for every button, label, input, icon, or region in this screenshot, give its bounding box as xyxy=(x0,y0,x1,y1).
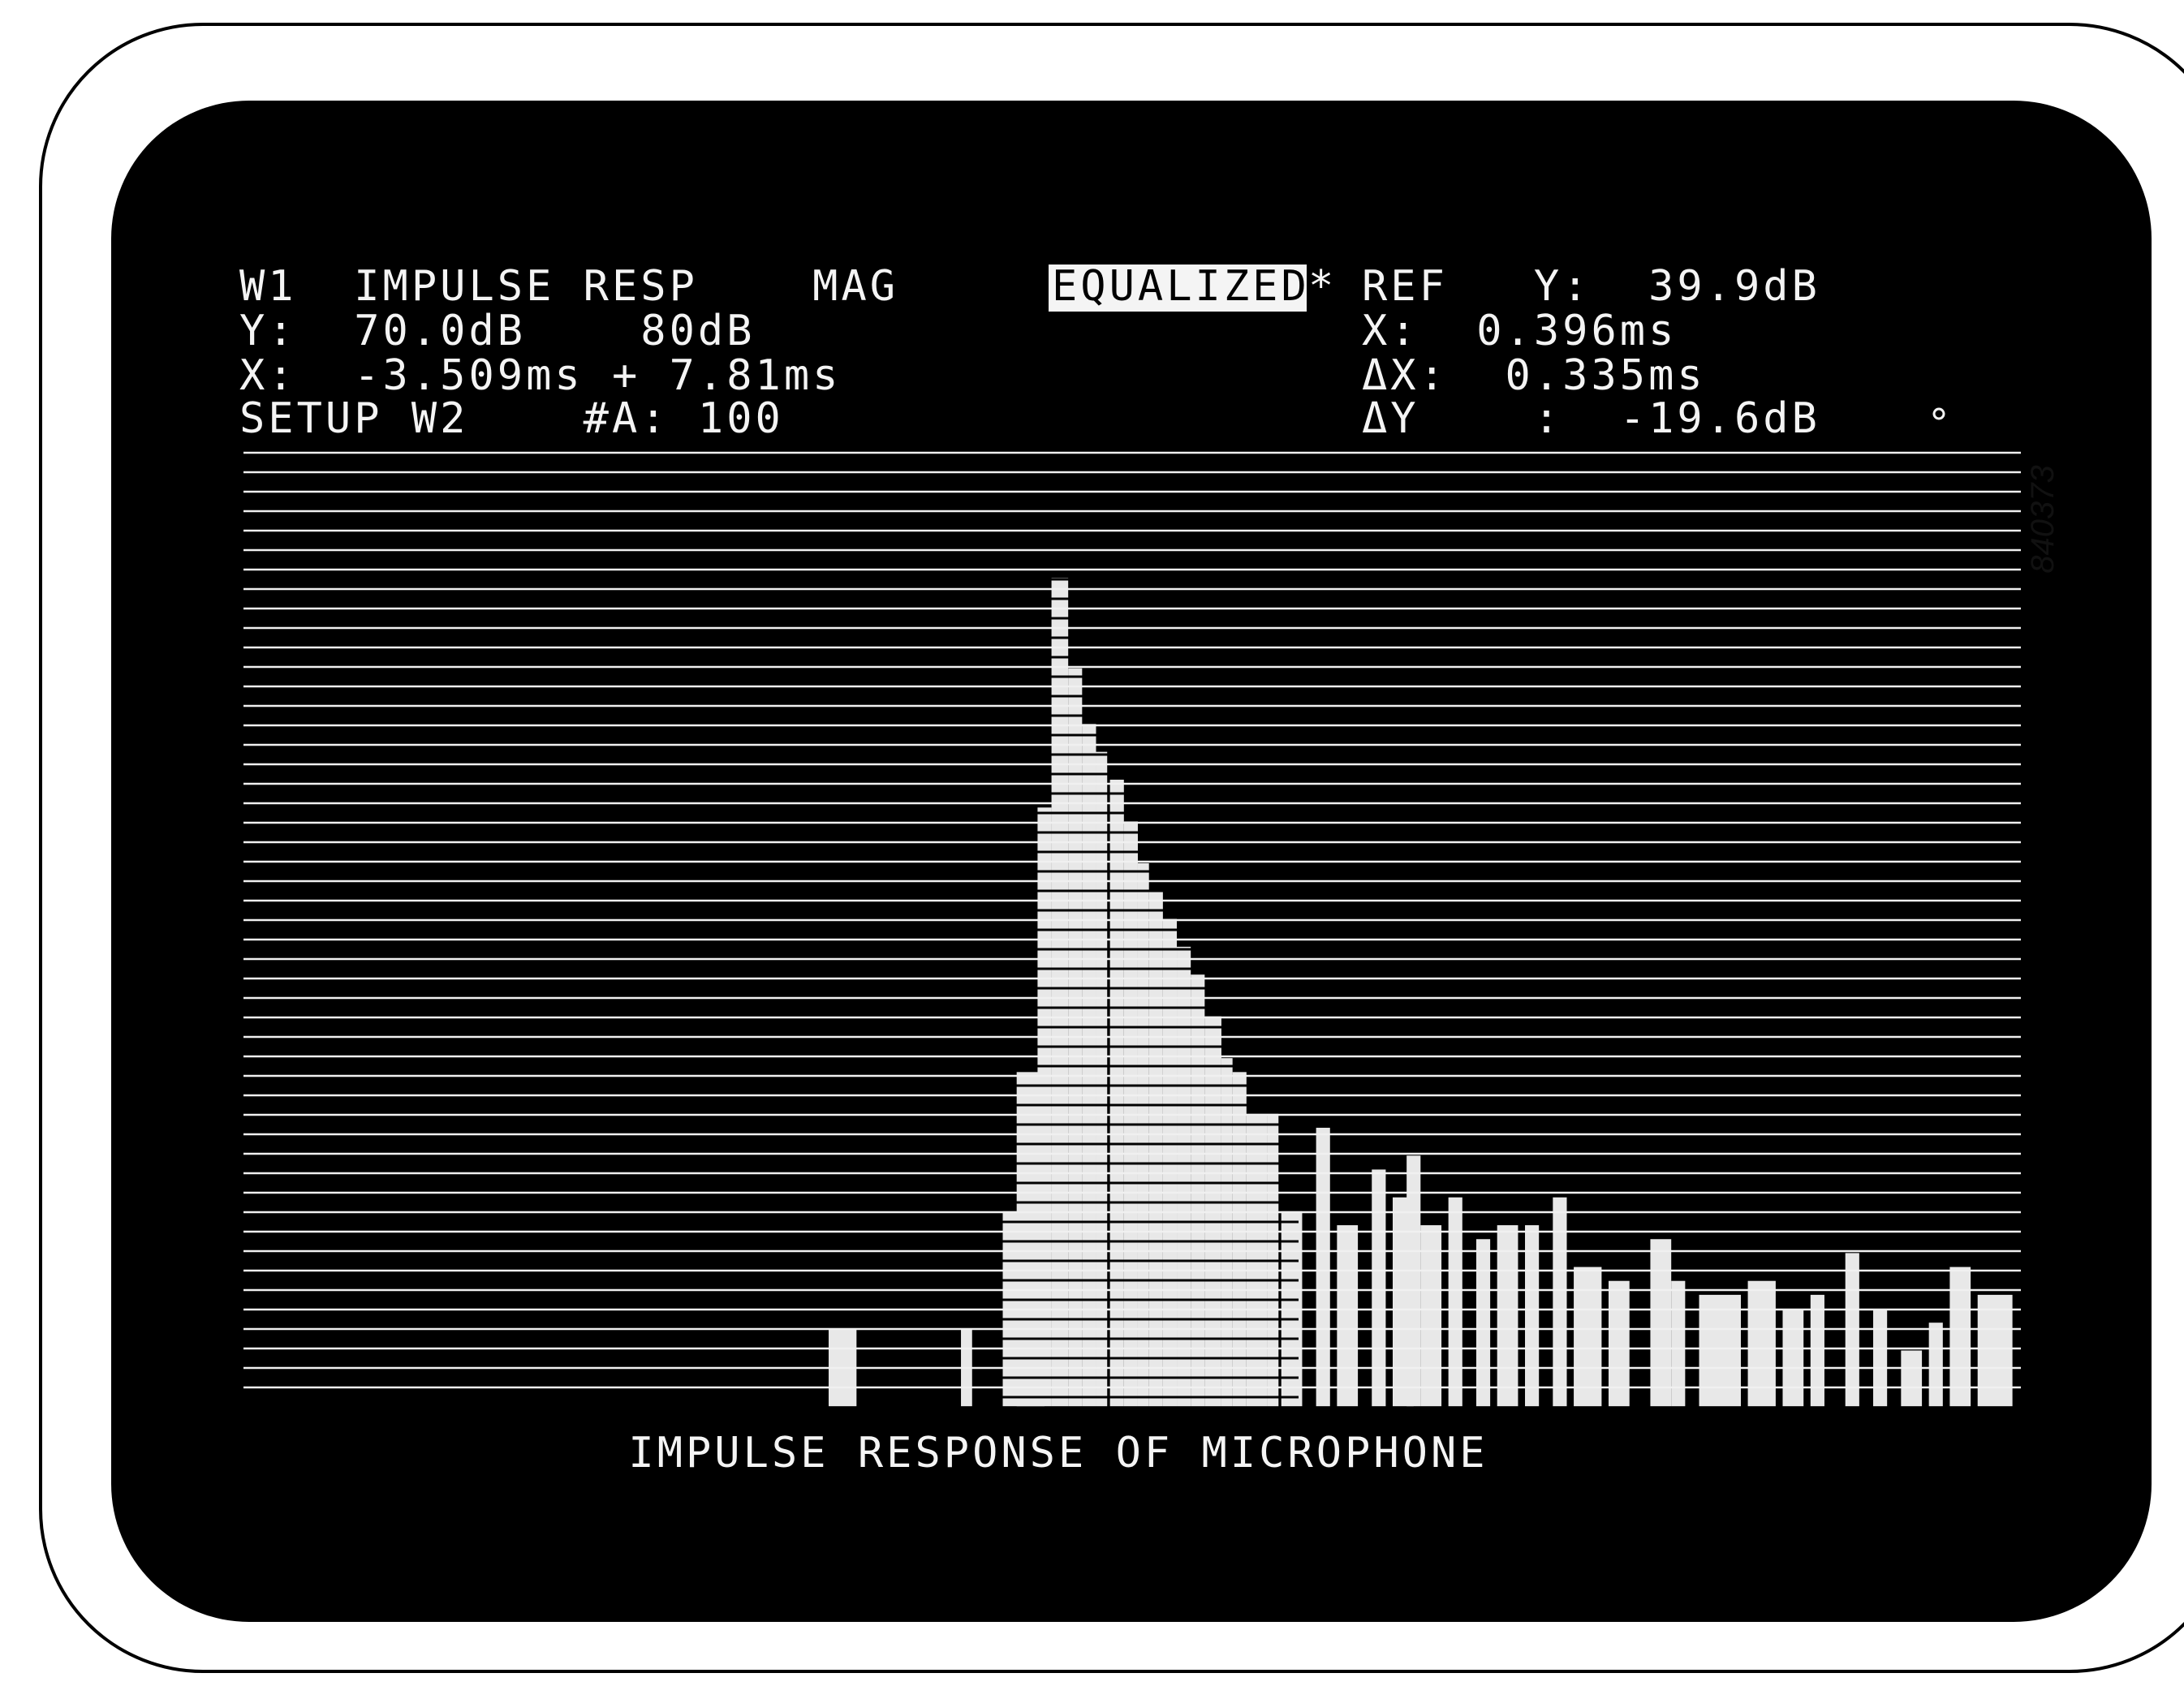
trace-bar xyxy=(1448,1197,1462,1407)
marker-line: ΔY : -19.6dB xyxy=(1362,394,1820,443)
trace-bar xyxy=(1650,1239,1672,1407)
trace-bar xyxy=(1316,1127,1330,1407)
trace-bar xyxy=(1810,1294,1824,1407)
trace-bar xyxy=(1782,1309,1804,1407)
trace-bar xyxy=(1574,1267,1602,1407)
trace-bar xyxy=(1051,578,1069,1407)
trace-bar xyxy=(1037,807,1052,1407)
trace-bar xyxy=(1232,1072,1247,1407)
mode-mark: * xyxy=(1308,262,1337,311)
figure-id: 840373 xyxy=(2025,465,2061,573)
trace-bar xyxy=(1671,1280,1686,1407)
status-left: W1 IMPULSE RESP MAG Y: 70.0dB 80dB X: -3… xyxy=(239,262,898,443)
trace-bar xyxy=(1949,1267,1971,1407)
trace-bar xyxy=(1096,751,1108,1407)
trace-bar xyxy=(1337,1225,1359,1407)
trace-bar xyxy=(1873,1309,1888,1407)
status-line: X: -3.509ms + 7.81ms xyxy=(239,351,841,400)
trace-bar xyxy=(1420,1225,1442,1407)
trace-bar xyxy=(1608,1280,1630,1407)
trace-bar xyxy=(1928,1323,1943,1407)
trace-bar xyxy=(1475,1239,1491,1407)
trace-area xyxy=(243,451,2021,1407)
trace-bar xyxy=(1372,1169,1386,1407)
trace-bar xyxy=(1177,946,1191,1407)
trace-bar xyxy=(1977,1294,2013,1407)
trace-bar xyxy=(1747,1280,1776,1407)
trace-bar xyxy=(1497,1225,1518,1407)
status-line: Y: 70.0dB 80dB xyxy=(239,307,756,355)
trace-bar xyxy=(1406,1155,1421,1407)
marker-line: REF Y: 39.9dB xyxy=(1362,262,1820,311)
trace-bar xyxy=(1525,1225,1540,1407)
trace-bar xyxy=(1699,1294,1741,1407)
trace-bar xyxy=(1109,779,1124,1407)
trace-bar xyxy=(1148,891,1163,1407)
caption: IMPULSE RESPONSE OF MICROPHONE xyxy=(628,1429,1488,1477)
status-line: SETUP W2 #A: 100 xyxy=(239,394,784,443)
mode-label: EQUALIZED xyxy=(1052,262,1310,311)
indicator xyxy=(1932,407,1945,420)
status-right: REF Y: 39.9dB X: 0.396ms ΔX: 0.335ms ΔY … xyxy=(1362,262,1820,443)
trace-bar xyxy=(1191,974,1205,1407)
trace-bar xyxy=(1901,1350,1923,1407)
marker-line: X: 0.396ms xyxy=(1362,307,1677,355)
trace-bar xyxy=(1553,1197,1567,1407)
mode-highlight xyxy=(1049,265,1307,312)
marker-line: ΔX: 0.335ms xyxy=(1362,351,1706,400)
status-line: W1 IMPULSE RESP MAG xyxy=(239,262,898,311)
